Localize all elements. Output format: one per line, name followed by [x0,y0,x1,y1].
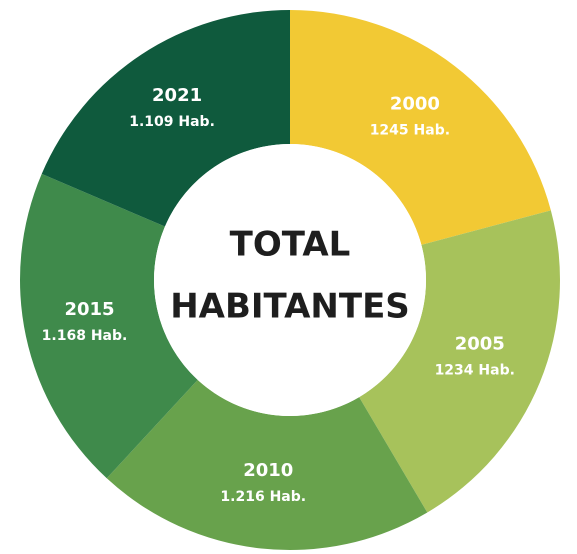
category-label: 2021 [152,85,202,106]
category-label: 2010 [243,460,293,481]
value-label: 1.109 Hab. [129,114,215,130]
category-label: 2015 [64,299,114,320]
value-label: 1.216 Hab. [220,489,306,505]
slice [359,210,560,513]
center-hole [154,144,426,416]
category-label: 2000 [390,93,440,114]
slice [290,10,551,245]
slices [19,10,560,550]
slice [41,10,290,227]
labels: 2000 1245 Hab. 2005 1234 Hab. 2010 1.216 Hab.… [42,85,515,505]
center-text: HABITANTES [170,287,410,327]
value-label: 1245 Hab. [370,122,450,138]
category-label: 2005 [455,334,505,355]
value-label: 1.168 Hab. [42,328,128,344]
slice [106,379,428,550]
slice [19,173,198,479]
center-text: TOTAL [230,225,351,265]
value-label: 1234 Hab. [435,363,515,379]
